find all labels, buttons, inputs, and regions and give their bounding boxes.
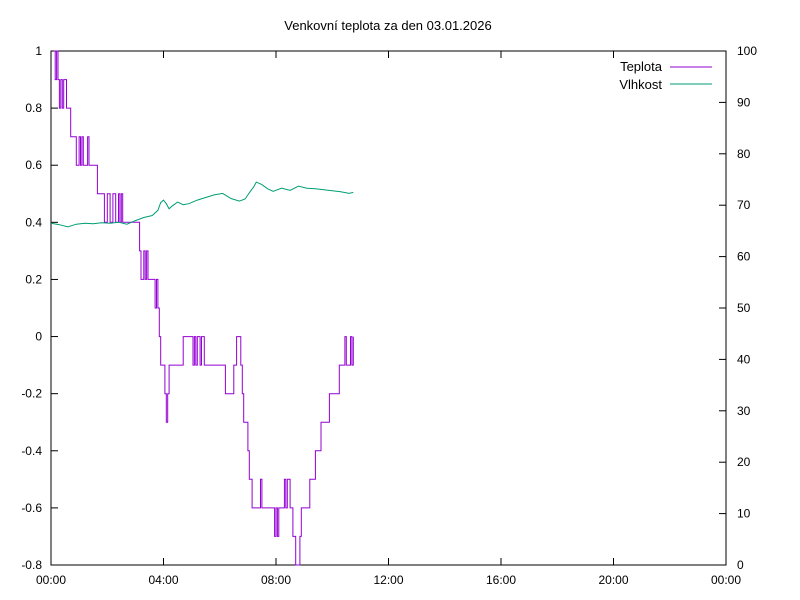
legend-label-teplota: Teplota [620,59,663,74]
y-right-tick-label: 40 [737,352,751,366]
x-tick-label: 00:00 [36,573,66,587]
y-left-tick-label: 0.4 [25,215,42,229]
x-tick-label: 08:00 [261,573,291,587]
y-right-tick-label: 20 [737,455,751,469]
series-line-vlhkost [50,181,354,228]
y-left-tick-label: 0.8 [25,101,42,115]
y-left-tick-label: 1 [35,44,42,58]
legend: Teplota Vlhkost [619,59,712,92]
y-left-tick-label: -0.8 [21,558,42,572]
x-tick-label: 00:00 [711,573,741,587]
y-left-tick-label: 0.2 [25,272,42,286]
y-right-tick-label: 30 [737,404,751,418]
y-right-tick-label: 90 [737,95,751,109]
y-right-tick-label: 0 [737,558,744,572]
y-right-tick-label: 100 [737,44,757,58]
y-left-tick-label: 0.6 [25,158,42,172]
plot-frame [50,50,727,566]
y-right-tick-label: 80 [737,147,751,161]
y-left-tick-label: -0.2 [21,387,42,401]
legend-label-vlhkost: Vlhkost [619,77,662,92]
y-left-tick-label: -0.6 [21,501,42,515]
chart-title: Venkovní teplota za den 03.01.2026 [284,18,491,33]
x-tick-label: 04:00 [148,573,178,587]
x-tick-label: 20:00 [598,573,628,587]
axis-ticks [50,50,727,566]
y-left-tick-label: 0 [35,330,42,344]
series-lines [50,50,354,566]
y-right-tick-label: 70 [737,198,751,212]
y-right-tick-label: 10 [737,507,751,521]
y-left-tick-label: -0.4 [21,444,42,458]
x-tick-label: 16:00 [486,573,516,587]
x-tick-label: 12:00 [373,573,403,587]
y-right-tick-label: 60 [737,250,751,264]
y-right-tick-label: 50 [737,301,751,315]
axis-tick-labels: 00:00 04:00 08:00 12:00 16:00 20:00 00:00-0.8-… [21,44,757,587]
series-line-teplota [53,50,354,566]
